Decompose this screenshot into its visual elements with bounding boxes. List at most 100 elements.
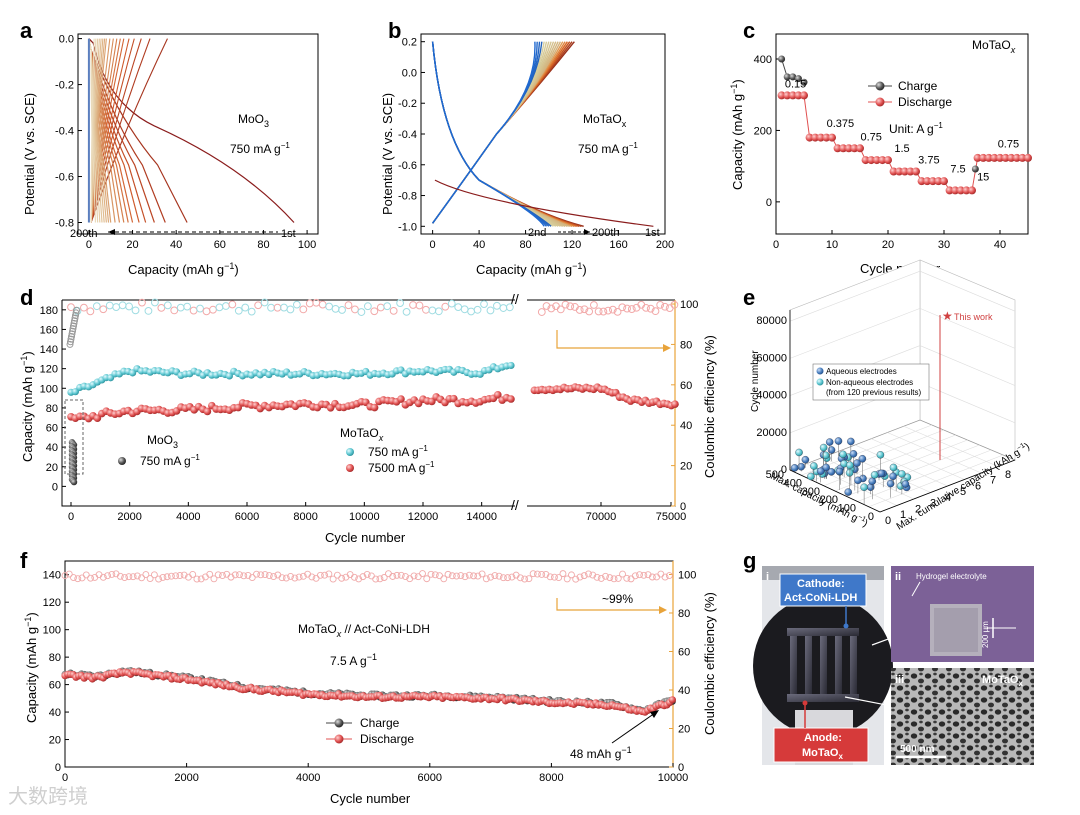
y2-tick-label-d: 40 bbox=[680, 420, 692, 432]
ce-point-d bbox=[599, 307, 608, 316]
ce-point-f bbox=[359, 573, 367, 581]
ce-point-d bbox=[434, 307, 443, 316]
ce-point-f bbox=[448, 572, 456, 580]
ce-point-f bbox=[74, 575, 82, 583]
ce-point-f bbox=[61, 572, 69, 579]
grid-e bbox=[919, 345, 1016, 386]
photo-iii-label: iii bbox=[895, 674, 904, 686]
discharge-point-c bbox=[984, 153, 993, 162]
ce-point-f bbox=[499, 574, 507, 582]
charge-point-c bbox=[783, 73, 791, 81]
ce-point-f bbox=[657, 570, 665, 578]
ce-point-f bbox=[572, 575, 580, 583]
anode-box bbox=[773, 727, 869, 763]
ce-point-d bbox=[260, 298, 269, 307]
discharge-point-c bbox=[839, 144, 848, 153]
xlabel-d: Cycle number bbox=[325, 530, 406, 545]
ce-point-d bbox=[585, 307, 594, 316]
ce-point-d bbox=[389, 306, 398, 315]
discharge-point-c bbox=[906, 167, 915, 176]
discharge-point-c bbox=[844, 144, 853, 153]
ce-point-d bbox=[428, 306, 437, 315]
discharge-point-c bbox=[979, 153, 988, 162]
discharge-point-c bbox=[1012, 153, 1021, 162]
rate-label-c: 1.5 bbox=[894, 143, 909, 155]
ylabel-a: Potential (V vs. SCE) bbox=[22, 93, 37, 215]
ce-moo3-d bbox=[69, 325, 77, 333]
ce-point-d bbox=[376, 303, 385, 312]
ce-point-d bbox=[473, 305, 482, 314]
ce-point-f bbox=[606, 574, 614, 582]
y-tick-label-a: -0.4 bbox=[55, 126, 74, 138]
y-tick-label-a: -0.8 bbox=[55, 218, 74, 230]
ce-point-d bbox=[351, 305, 359, 314]
point-e bbox=[839, 450, 847, 459]
charge-curve-b bbox=[432, 41, 538, 224]
x-tick-label-c: 30 bbox=[938, 239, 950, 251]
ce-point-d bbox=[318, 300, 327, 309]
ce-point-d bbox=[331, 304, 340, 313]
cum-tick-label-e: 3 bbox=[930, 498, 936, 510]
ce-point-d bbox=[118, 301, 127, 310]
y-tick-label-b: 0.2 bbox=[402, 37, 417, 49]
point-e bbox=[810, 462, 818, 470]
ce-point-f bbox=[180, 571, 188, 579]
ce-point-d bbox=[105, 301, 114, 310]
discharge-point-c bbox=[1018, 153, 1027, 162]
ce-point-f bbox=[146, 575, 154, 583]
x-tick-label-a: 0 bbox=[86, 239, 92, 251]
axis-break-bottom-d: // bbox=[511, 497, 519, 513]
y-tick-label-d: 20 bbox=[46, 462, 58, 474]
ce-point-f bbox=[508, 573, 516, 581]
y-tick-label-d: 100 bbox=[40, 383, 58, 395]
panel-letter-b: b bbox=[388, 18, 401, 43]
ce-point-d bbox=[422, 305, 430, 314]
ce-moo3-d bbox=[68, 330, 76, 338]
charge-curve-b bbox=[432, 41, 548, 224]
ce-point-f bbox=[397, 571, 405, 579]
material-label-a: MoO3 bbox=[238, 112, 269, 129]
ce-point-d bbox=[493, 301, 501, 310]
discharge-point-c bbox=[945, 186, 954, 195]
legend-marker-discharge-f bbox=[334, 734, 344, 744]
panel-d: d // // 0 2000 4000 6000 8000 10000 12000 14000… bbox=[19, 285, 717, 545]
cum-tick-label-e: 2 bbox=[915, 503, 921, 515]
discharge-point-c bbox=[816, 133, 825, 142]
charge-point-c bbox=[971, 165, 979, 173]
point-e bbox=[845, 469, 854, 477]
y-tick-label-d: 60 bbox=[46, 423, 58, 435]
moo3-highlight-box bbox=[64, 399, 84, 475]
legend-f: Charge Discharge bbox=[326, 716, 414, 746]
ce-point-d bbox=[594, 307, 603, 316]
cum-tick-label-e: 8 bbox=[1005, 469, 1011, 481]
ce-point-d bbox=[325, 302, 334, 311]
ce-point-f bbox=[125, 573, 133, 581]
rate-label-b: 750 mA g−1 bbox=[578, 141, 638, 156]
ce-point-d bbox=[623, 304, 631, 313]
rate-label-c: 0.375 bbox=[827, 118, 855, 130]
y2-tick-label-d: 20 bbox=[680, 461, 692, 473]
discharge-point-c bbox=[788, 91, 797, 100]
point-e bbox=[795, 448, 803, 457]
anode-label: Anode: bbox=[804, 732, 842, 744]
point-e bbox=[849, 450, 858, 458]
panel-letter-c: c bbox=[743, 18, 755, 43]
point-750-d bbox=[225, 372, 233, 380]
ce-point-d bbox=[460, 305, 469, 314]
ce-point-f bbox=[614, 574, 622, 582]
point-e bbox=[801, 455, 810, 464]
point-e bbox=[877, 469, 886, 478]
discharge-point-c bbox=[1007, 153, 1016, 162]
panel-letter-d: d bbox=[20, 285, 33, 310]
rate-label-c: 7.5 bbox=[950, 164, 965, 176]
discharge-point-c bbox=[990, 153, 999, 162]
discharge-point-c bbox=[934, 177, 943, 186]
ce-point-f bbox=[99, 573, 107, 581]
z-tick-label-e: 80000 bbox=[756, 315, 787, 327]
discharge-point-c bbox=[878, 156, 887, 165]
legend-discharge: Discharge bbox=[898, 95, 952, 109]
ce-point-f bbox=[282, 574, 290, 582]
ce-point-d bbox=[67, 303, 75, 312]
y-tick-label-f: 20 bbox=[49, 735, 61, 747]
